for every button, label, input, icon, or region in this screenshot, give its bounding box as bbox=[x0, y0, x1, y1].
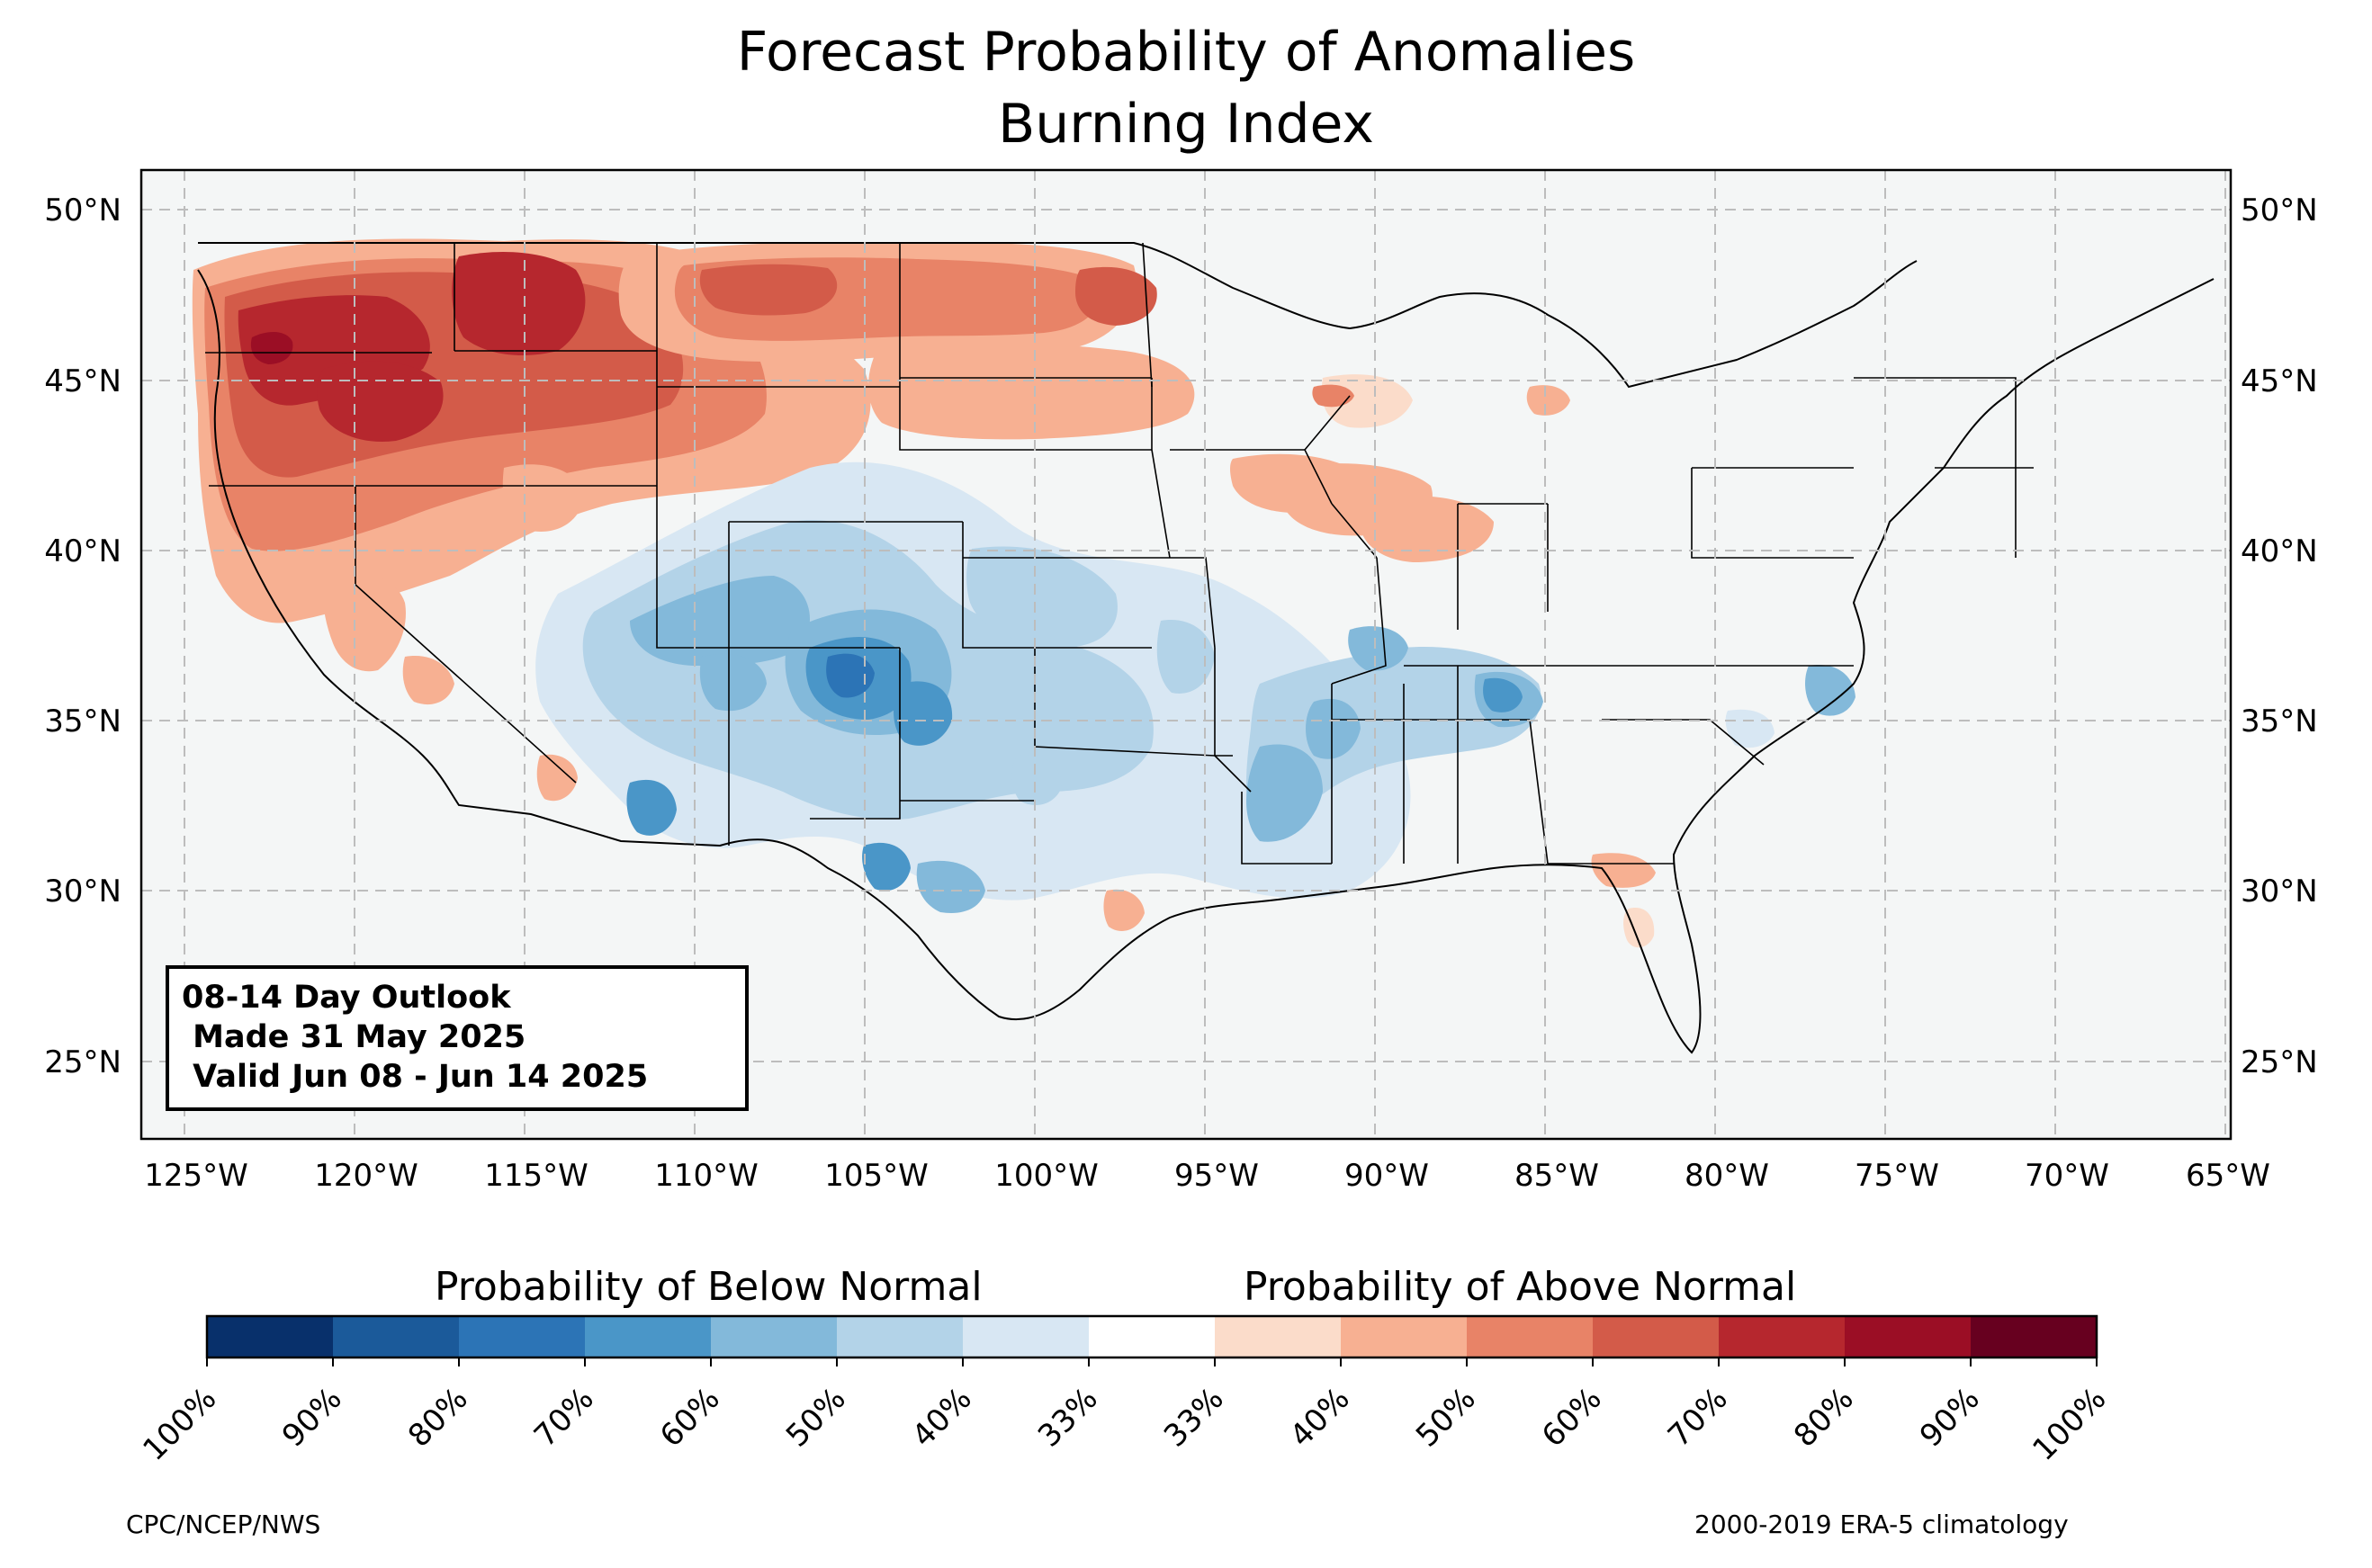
above-normal-legend-title: Probability of Above Normal bbox=[1244, 1264, 1797, 1310]
lon-tick-label: 80°W bbox=[1685, 1158, 1769, 1194]
below-normal-areas bbox=[535, 461, 1855, 913]
below-normal-legend-title: Probability of Below Normal bbox=[435, 1264, 983, 1310]
nevada-above bbox=[502, 464, 585, 532]
map-frame bbox=[139, 168, 2233, 1141]
lat-tick-label: 35°N bbox=[2241, 703, 2318, 739]
oregon-above-90 bbox=[250, 331, 293, 364]
north-carolina-below bbox=[1805, 665, 1855, 716]
nm-east-below-70 bbox=[894, 681, 953, 746]
louisiana-below-60 bbox=[1246, 744, 1323, 842]
central-ca-above bbox=[402, 656, 454, 705]
lon-tick-label: 75°W bbox=[1855, 1158, 1939, 1194]
lon-tick-label: 105°W bbox=[824, 1158, 929, 1194]
kansas-below-50 bbox=[966, 546, 1118, 648]
lat-tick-label: 40°N bbox=[44, 533, 121, 569]
lon-tick-label: 110°W bbox=[654, 1158, 759, 1194]
wisconsin-above bbox=[1312, 384, 1354, 408]
colorbar-segment bbox=[459, 1316, 586, 1357]
lat-labels-left: 50°N 45°N 40°N 35°N 30°N 25°N bbox=[44, 193, 121, 1080]
lon-tick-label: 120°W bbox=[314, 1158, 418, 1194]
sc-below bbox=[1725, 709, 1775, 748]
credit-left: CPC/NCEP/NWS bbox=[126, 1510, 321, 1539]
idaho-above-80 bbox=[452, 252, 586, 355]
colorbar-segment bbox=[963, 1316, 1090, 1357]
lon-tick-label: 125°W bbox=[144, 1158, 248, 1194]
illinois-below-60 bbox=[1348, 626, 1408, 671]
lon-tick-label: 115°W bbox=[484, 1158, 589, 1194]
michigan-above bbox=[1526, 385, 1570, 416]
utah-below-60 bbox=[699, 653, 767, 712]
lat-labels-right: 50°N 45°N 40°N 35°N 30°N 25°N bbox=[2241, 193, 2318, 1080]
outlook-info-box: 08-14 Day Outlook Made 31 May 2025 Valid… bbox=[166, 965, 749, 1111]
lon-tick-label: 65°W bbox=[2186, 1158, 2270, 1194]
missouri-below-50 bbox=[1156, 620, 1215, 694]
colorbar-segment bbox=[1467, 1316, 1594, 1357]
texas-below-60 bbox=[916, 860, 985, 913]
lon-tick-label: 95°W bbox=[1174, 1158, 1259, 1194]
south-dakota-above bbox=[868, 340, 1195, 440]
colorbar-segment bbox=[1845, 1316, 1972, 1357]
colorbar-segment bbox=[585, 1316, 712, 1357]
colorbar-segment bbox=[1215, 1316, 1342, 1357]
lon-tick-label: 85°W bbox=[1514, 1158, 1599, 1194]
colorbar-segment bbox=[711, 1316, 838, 1357]
colorado-below-60 bbox=[630, 576, 810, 666]
lon-tick-label: 100°W bbox=[994, 1158, 1099, 1194]
valid-range: Valid Jun 08 - Jun 14 2025 bbox=[182, 1059, 649, 1095]
lat-tick-label: 35°N bbox=[44, 703, 121, 739]
colorbar-segment bbox=[207, 1316, 334, 1357]
georgia-above bbox=[1591, 853, 1656, 888]
lat-tick-label: 50°N bbox=[44, 193, 121, 228]
illinois-above bbox=[1360, 496, 1494, 562]
texas-coast-above bbox=[1103, 889, 1145, 931]
tennessee-below-70 bbox=[1483, 677, 1523, 712]
arizona-below-70 bbox=[626, 779, 677, 836]
lat-tick-label: 50°N bbox=[2241, 193, 2318, 228]
outlook-period: 08-14 Day Outlook bbox=[182, 980, 511, 1016]
lon-tick-label: 70°W bbox=[2025, 1158, 2109, 1194]
florida-above bbox=[1623, 908, 1655, 948]
above-normal-areas bbox=[192, 238, 1656, 948]
nm-below-80 bbox=[826, 653, 875, 698]
made-date: Made 31 May 2025 bbox=[182, 1019, 526, 1055]
california-above bbox=[322, 572, 406, 672]
lon-labels: 125°W 120°W 115°W 110°W 105°W 100°W 95°W… bbox=[144, 1158, 2270, 1194]
colorbar-segment bbox=[1089, 1316, 1216, 1357]
lat-tick-label: 45°N bbox=[2241, 363, 2318, 399]
montana-above-70 bbox=[699, 264, 838, 316]
lat-tick-label: 40°N bbox=[2241, 533, 2318, 569]
colorbar-segment bbox=[1341, 1316, 1468, 1357]
colorbar-ticks bbox=[206, 1357, 2098, 1366]
colorbar-segment bbox=[1719, 1316, 1846, 1357]
west-texas-below-70 bbox=[862, 842, 911, 892]
lat-tick-label: 30°N bbox=[44, 874, 121, 909]
map-subtitle: Burning Index bbox=[998, 93, 1374, 156]
credit-right: 2000-2019 ERA-5 climatology bbox=[1694, 1510, 2069, 1539]
lat-tick-label: 25°N bbox=[2241, 1044, 2318, 1080]
socal-above bbox=[536, 754, 578, 802]
map-title: Forecast Probability of Anomalies bbox=[736, 21, 1636, 84]
colorbar-segment bbox=[1593, 1316, 1720, 1357]
coastline bbox=[197, 269, 2215, 1054]
lat-tick-label: 45°N bbox=[44, 363, 121, 399]
north-dakota-above-70 bbox=[1075, 266, 1157, 326]
colorbar-frame bbox=[205, 1314, 2098, 1359]
colorbar-segment bbox=[333, 1316, 460, 1357]
north-texas-below bbox=[1011, 755, 1062, 805]
northern-border bbox=[198, 242, 1918, 389]
arkansas-below-60 bbox=[1306, 698, 1361, 759]
colorbar bbox=[207, 1316, 2098, 1357]
lat-tick-label: 30°N bbox=[2241, 874, 2318, 909]
colorbar-segment bbox=[837, 1316, 964, 1357]
lon-tick-label: 90°W bbox=[1344, 1158, 1429, 1194]
lat-tick-label: 25°N bbox=[44, 1044, 121, 1080]
colorbar-segment bbox=[1971, 1316, 2098, 1357]
